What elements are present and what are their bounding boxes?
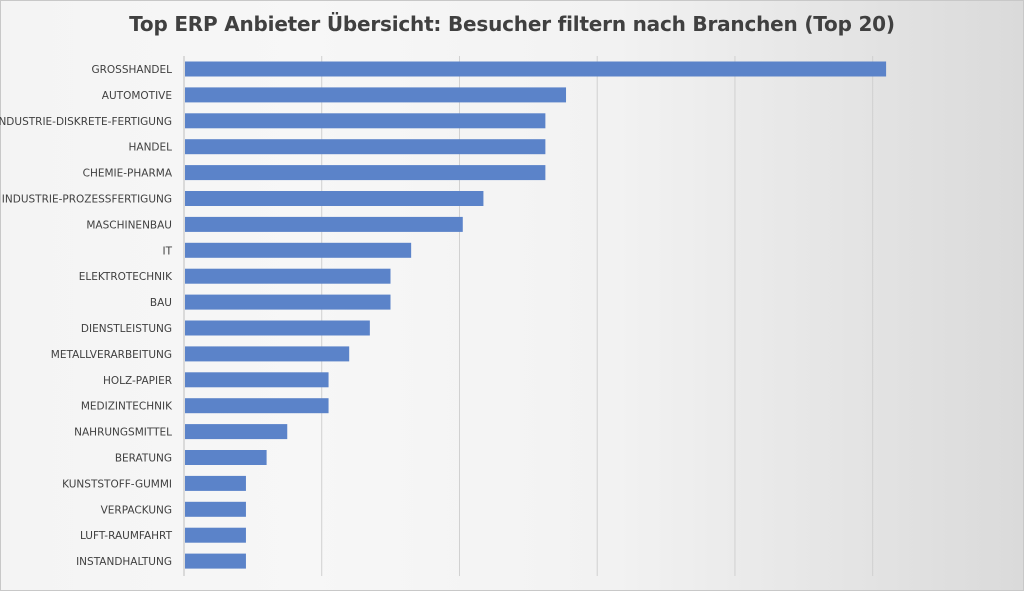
category-label: HOLZ-PAPIER bbox=[103, 375, 172, 387]
bar-it bbox=[185, 242, 412, 258]
bar-luft-raumfahrt bbox=[185, 527, 246, 543]
category-label: GROSSHANDEL bbox=[91, 64, 172, 76]
bar-automotive bbox=[185, 87, 567, 103]
category-label: BERATUNG bbox=[115, 453, 172, 465]
category-label: VERPACKUNG bbox=[101, 504, 172, 516]
bar-handel bbox=[185, 139, 546, 155]
bar-industrie-prozessfertigung bbox=[185, 191, 484, 206]
category-label: KUNSTSTOFF-GUMMI bbox=[62, 478, 172, 490]
category-label: MEDIZINTECHNIK bbox=[81, 401, 173, 413]
bar-instandhaltung bbox=[185, 553, 246, 569]
bar-bau bbox=[185, 294, 391, 310]
bar-industrie-diskrete-fertigung bbox=[185, 113, 546, 129]
chart-title: Top ERP Anbieter Übersicht: Besucher fil… bbox=[129, 12, 895, 36]
bar-medizintechnik bbox=[185, 398, 329, 414]
category-label: METALLVERARBEITUNG bbox=[51, 349, 172, 361]
bar-holz-papier bbox=[185, 372, 329, 388]
category-label: INSTANDHALTUNG bbox=[76, 556, 172, 568]
bar-grosshandel bbox=[185, 61, 887, 77]
category-label: IT bbox=[162, 245, 172, 257]
bar-kunststoff-gummi bbox=[185, 475, 246, 491]
bar-maschinenbau bbox=[185, 216, 463, 232]
category-label: INDUSTRIE-PROZESSFERTIGUNG bbox=[2, 194, 172, 206]
category-label: BAU bbox=[150, 297, 172, 309]
category-label: CHEMIE-PHARMA bbox=[83, 168, 173, 180]
bar-nahrungsmittel bbox=[185, 424, 288, 440]
bar-chemie-pharma bbox=[185, 165, 546, 181]
bar-beratung bbox=[185, 450, 267, 465]
category-label: INDUSTRIE-DISKRETE-FERTIGUNG bbox=[0, 116, 172, 128]
category-label: MASCHINENBAU bbox=[86, 219, 172, 231]
category-label: LUFT-RAUMFAHRT bbox=[80, 530, 173, 542]
category-label: DIENSTLEISTUNG bbox=[81, 323, 172, 335]
bar-dienstleistung bbox=[185, 320, 370, 336]
category-label: ELEKTROTECHNIK bbox=[79, 271, 173, 283]
category-label: AUTOMOTIVE bbox=[102, 90, 172, 102]
bar-elektrotechnik bbox=[185, 268, 391, 284]
category-label: NAHRUNGSMITTEL bbox=[74, 427, 172, 439]
bar-verpackung bbox=[185, 501, 246, 517]
bar-metallverarbeitung bbox=[185, 346, 350, 362]
category-label: HANDEL bbox=[128, 142, 172, 154]
